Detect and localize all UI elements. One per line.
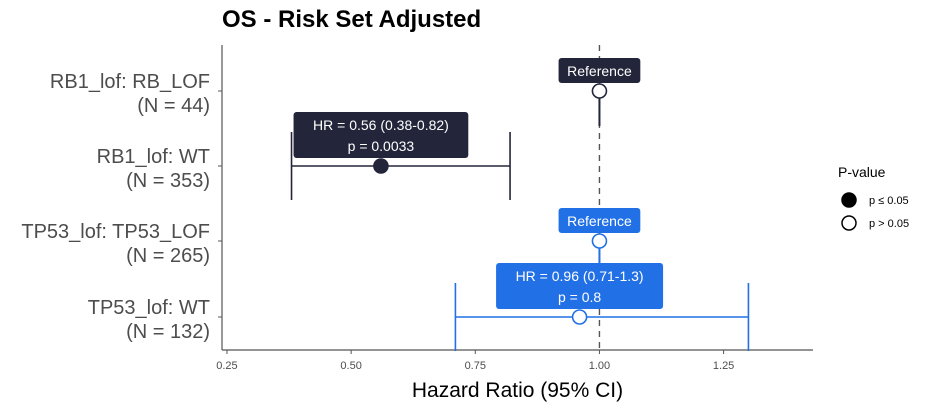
row-label: RB1_lof: WT (97, 146, 210, 168)
row-n-label: (N = 265) (126, 245, 210, 267)
legend-label: p ≤ 0.05 (869, 195, 909, 207)
row-n-label: (N = 353) (126, 170, 210, 192)
annotation-text: Reference (567, 213, 632, 229)
hr-point (591, 233, 608, 249)
x-tick-label: 0.75 (465, 360, 486, 372)
annotation-text: HR = 0.56 (0.38-0.82) (313, 117, 449, 133)
legend-label: p > 0.05 (869, 218, 909, 230)
row-n-label: (N = 132) (126, 321, 210, 343)
x-axis-label: Hazard Ratio (95% CI) (412, 379, 623, 402)
annotation-box (293, 112, 469, 158)
annotation-text: HR = 0.96 (0.71-1.3) (516, 268, 644, 284)
hr-point (591, 83, 608, 99)
legend-open-marker (841, 215, 857, 231)
row-label: RB1_lof: RB_LOF (50, 71, 210, 93)
annotation-text: Reference (567, 63, 632, 79)
annotation-box (558, 208, 641, 233)
hr-point (373, 158, 389, 174)
annotation-box (496, 263, 664, 309)
x-tick-label: 0.25 (216, 360, 237, 372)
row-label: TP53_lof: WT (88, 297, 210, 319)
annotation-text: p = 0.8 (558, 289, 601, 305)
hr-point (571, 309, 588, 325)
annotation-text: p = 0.0033 (348, 138, 415, 154)
annotation-box (558, 58, 641, 83)
legend-filled-marker (841, 192, 857, 208)
chart-title: OS - Risk Set Adjusted (222, 6, 481, 33)
row-label: TP53_lof: TP53_LOF (21, 221, 210, 243)
x-tick-label: 1.25 (713, 360, 734, 372)
x-tick-label: 1.00 (589, 360, 610, 372)
legend-title: P-value (838, 164, 886, 180)
row-n-label: (N = 44) (137, 95, 210, 117)
x-tick-label: 0.50 (340, 360, 361, 372)
